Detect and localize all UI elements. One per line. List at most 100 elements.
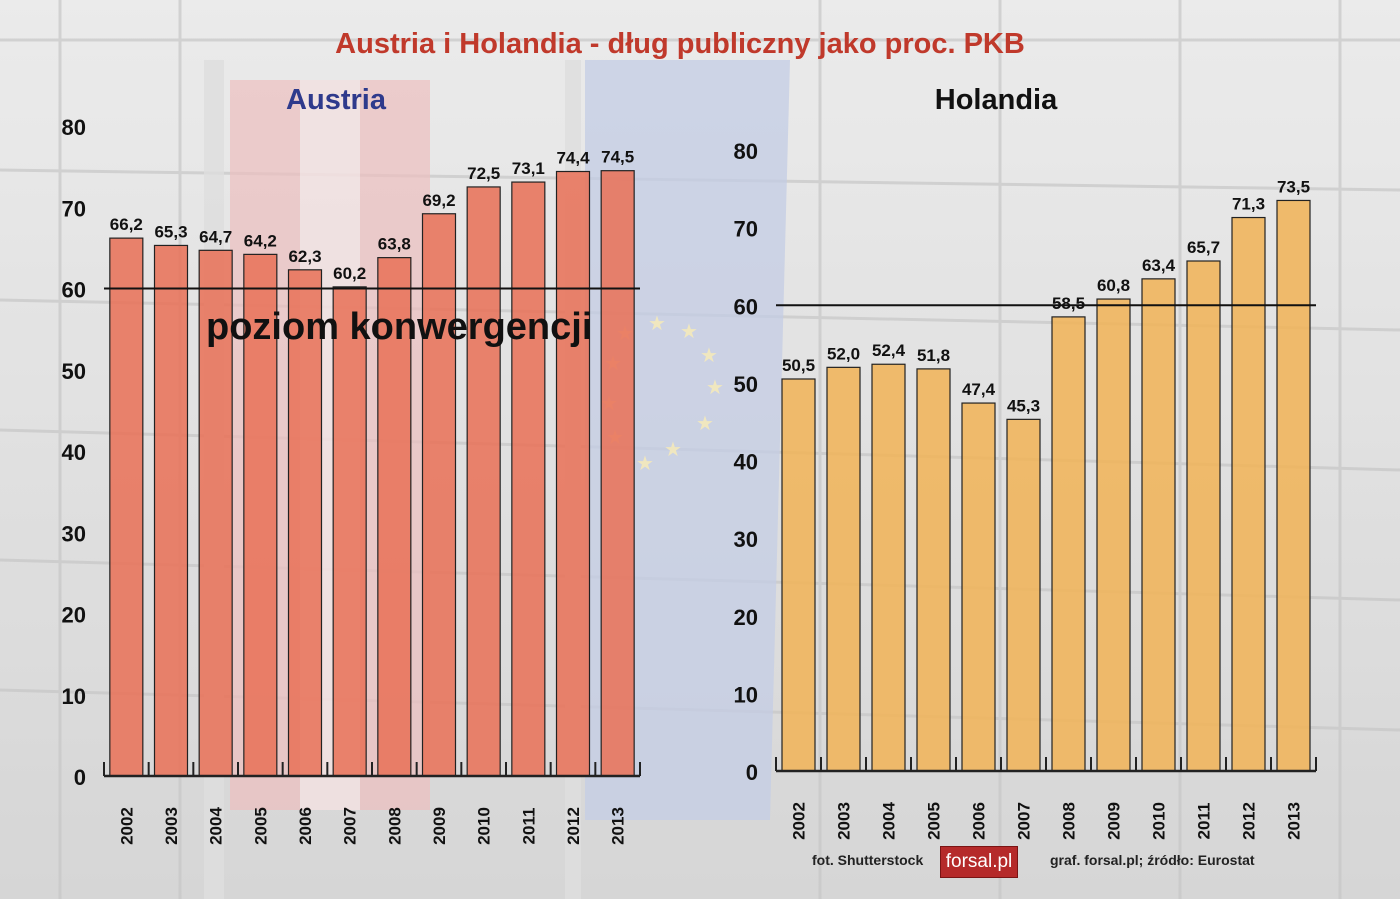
austria-bar [600,170,635,777]
holandia-value-label: 52,4 [872,341,906,360]
holandia-ytick-label: 40 [734,450,758,475]
austria-ytick-label: 10 [62,684,86,709]
austria-bar [332,286,367,777]
holandia-value-label: 63,4 [1142,256,1176,275]
holandia-value-label: 52,0 [827,344,860,363]
austria-category-label: 2010 [475,807,494,845]
austria-value-label: 74,5 [601,148,634,167]
holandia-bar [1096,298,1131,772]
austria-chart: 0 10 20 30 40 50 60 70 80 66,2 2002 65,3 2003 64,7 200… [62,115,641,845]
svg-text:★: ★ [648,313,666,335]
austria-ytick-label: 50 [62,359,86,384]
holandia-bar [1231,216,1266,772]
austria-value-label: 66,2 [110,215,143,234]
holandia-bar [1276,199,1311,772]
forsal-logo: forsal.pl [940,846,1018,878]
convergence-label: poziom konwergencji [206,306,593,348]
photo-credit: fot. Shutterstock [812,852,924,868]
holandia-ytick-label: 50 [734,372,758,397]
svg-text:★: ★ [706,377,724,399]
austria-bar [421,213,457,777]
svg-text:★: ★ [696,413,714,435]
holandia-category-label: 2012 [1240,802,1259,840]
holandia-category-label: 2013 [1285,802,1304,840]
holandia-ytick-label: 30 [734,527,758,552]
holandia-value-label: 65,7 [1187,238,1220,257]
holandia-category-label: 2008 [1060,802,1079,840]
svg-text:★: ★ [700,345,718,367]
austria-value-label: 73,1 [512,159,545,178]
holandia-value-label: 47,4 [962,380,996,399]
austria-category-label: 2006 [296,807,315,845]
holandia-chart-title: Holandia [934,84,1058,116]
holandia-value-label: 73,5 [1277,177,1310,196]
holandia-bar [871,363,906,772]
austria-bar [109,237,144,777]
holandia-category-label: 2007 [1015,802,1034,840]
austria-value-label: 74,4 [556,149,590,168]
austria-bar [466,186,501,777]
austria-ytick-label: 0 [74,765,86,790]
holandia-value-label: 50,5 [782,356,815,375]
austria-bar [287,269,323,777]
holandia-chart: 0 10 20 30 40 50 60 70 80 50,5 2002 52,0 2003 52,4 200… [734,139,1317,840]
holandia-ytick-label: 0 [746,760,758,785]
holandia-bar [781,378,816,772]
holandia-ytick-label: 20 [734,605,758,630]
holandia-category-label: 2003 [835,802,854,840]
austria-category-label: 2004 [207,807,226,845]
austria-value-label: 69,2 [422,191,455,210]
holandia-category-label: 2009 [1105,802,1124,840]
austria-ytick-label: 20 [62,603,86,628]
holandia-bar [916,368,951,772]
holandia-value-label: 60,8 [1097,276,1130,295]
graphic-credit: graf. forsal.pl; źródło: Eurostat [1050,852,1255,868]
austria-bar [153,244,189,777]
austria-bar [555,170,591,777]
austria-chart-title: Austria [286,84,386,116]
holandia-bar [1186,260,1221,772]
austria-category-label: 2012 [564,807,583,845]
holandia-category-label: 2011 [1195,803,1214,840]
holandia-value-label: 51,8 [917,346,950,365]
holandia-ytick-label: 10 [734,682,758,707]
austria-bar [511,181,546,777]
austria-value-label: 64,7 [199,227,232,246]
holandia-ytick-label: 60 [734,294,758,319]
austria-category-label: 2009 [430,807,449,845]
holandia-bar [1006,418,1041,772]
austria-value-label: 60,2 [333,264,366,283]
holandia-category-label: 2010 [1150,802,1169,840]
holandia-category-label: 2002 [790,802,809,840]
austria-value-label: 72,5 [467,164,500,183]
austria-ytick-label: 80 [62,115,86,140]
holandia-category-label: 2005 [925,802,944,840]
austria-ytick-label: 70 [62,196,86,221]
austria-value-label: 64,2 [244,231,277,250]
austria-category-label: 2008 [385,807,404,845]
austria-category-label: 2007 [341,807,360,845]
holandia-bar [826,366,861,772]
austria-category-label: 2005 [251,807,270,845]
austria-category-label: 2013 [609,807,628,845]
svg-text:★: ★ [636,453,654,475]
austria-ytick-label: 40 [62,440,86,465]
austria-category-label: 2003 [162,807,181,845]
austria-category-label: 2011 [519,808,538,845]
austria-bar [198,249,233,777]
austria-bar [243,253,278,777]
holandia-bar [961,402,996,772]
austria-bar [377,257,412,777]
austria-value-label: 65,3 [154,222,187,241]
holandia-bar [1141,278,1176,772]
holandia-category-label: 2004 [880,802,899,840]
svg-text:★: ★ [680,321,698,343]
austria-ytick-label: 60 [62,278,86,303]
austria-ytick-label: 30 [62,521,86,546]
svg-text:★: ★ [664,439,682,461]
austria-category-label: 2002 [117,807,136,845]
austria-value-label: 63,8 [378,235,411,254]
holandia-ytick-label: 80 [734,139,758,164]
holandia-ytick-label: 70 [734,217,758,242]
